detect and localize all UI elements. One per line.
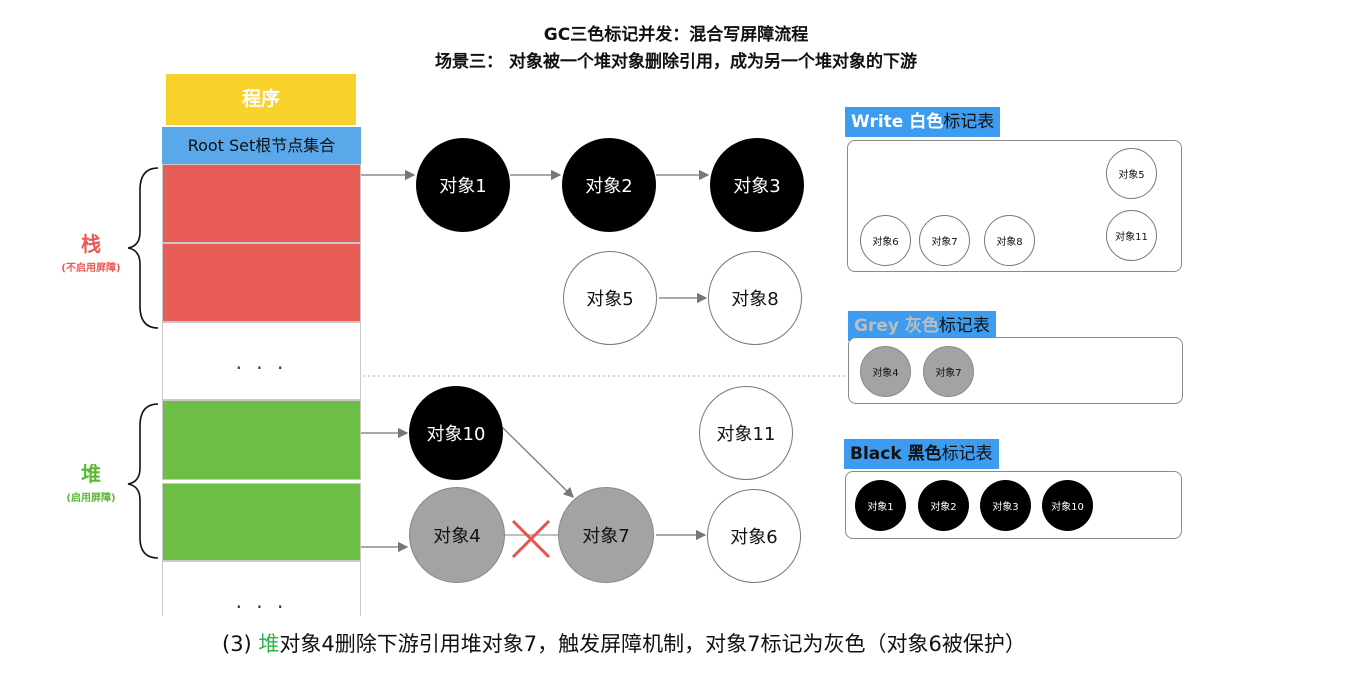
node-obj2: 对象2 [562,138,656,232]
stack-label: 栈 [81,232,101,256]
node-obj11: 对象11 [699,386,793,480]
rootset-block: Root Set根节点集合 [162,127,361,164]
heap-cell-2 [162,483,361,561]
grey-table-header: Grey 灰色标记表 [848,311,996,341]
node-obj5: 对象5 [563,251,657,345]
heap-cell-1 [162,400,361,480]
step-caption: (3) 堆对象4删除下游引用堆对象7，触发屏障机制，对象7标记为灰色（对象6被保… [222,628,1026,658]
stack-ellipsis: · · · [162,322,361,400]
black-item-obj1: 对象1 [855,480,906,531]
cross-mark-b [511,519,551,559]
grey-item-obj4: 对象4 [860,346,911,397]
grey-table-title-color: 灰色 [904,316,939,336]
black-table-title-suffix: 标记表 [941,444,993,464]
diagram-subtitle: 场景三： 对象被一个堆对象删除引用，成为另一个堆对象的下游 [435,52,917,72]
caption-highlight: 堆 [258,632,280,656]
caption-prefix: (3) [222,632,259,656]
caption-text: 对象4删除下游引用堆对象7，触发屏障机制，对象7标记为灰色（对象6被保护） [279,632,1026,656]
program-block: 程序 [166,74,356,125]
stack-cell-2 [162,243,361,322]
white-table-title-suffix: 标记表 [943,112,995,132]
black-item-obj3: 对象3 [980,480,1031,531]
heap-label: 堆 [81,462,101,486]
diagram-title: GC三色标记并发：混合写屏障流程 [543,25,809,45]
black-table-title-color: 黑色 [907,444,942,464]
white-item-obj11: 对象11 [1106,210,1157,261]
grey-item-obj7: 对象7 [923,346,974,397]
white-item-obj8: 对象8 [984,215,1035,266]
black-table-title-en: Black [850,444,902,464]
stack-brace [127,167,159,329]
white-item-obj6: 对象6 [860,215,911,266]
node-obj8: 对象8 [708,251,802,345]
black-table-header: Black 黑色标记表 [844,439,999,469]
grey-table-title-en: Grey [854,316,899,336]
node-obj4: 对象4 [409,487,505,583]
stack-note: (不启用屏障) [61,263,121,274]
node-obj10: 对象10 [409,386,503,480]
node-obj7: 对象7 [558,487,654,583]
white-table-header: Write 白色标记表 [845,107,1001,137]
black-item-obj2: 对象2 [918,480,969,531]
arrow-obj10-to-obj7 [498,423,574,498]
node-obj3: 对象3 [710,138,804,232]
white-table-title-en: Write [851,112,904,132]
node-obj1: 对象1 [416,138,510,232]
black-item-obj10: 对象10 [1042,480,1093,531]
heap-ellipsis: · · · [162,561,361,619]
grey-table-title-suffix: 标记表 [938,316,990,336]
stack-cell-1 [162,164,361,243]
white-table-title-color: 白色 [909,112,944,132]
white-item-obj7: 对象7 [919,215,970,266]
heap-brace [127,403,159,559]
heap-note: (启用屏障) [66,493,116,504]
node-obj6: 对象6 [707,489,801,583]
white-item-obj5: 对象5 [1106,148,1157,199]
